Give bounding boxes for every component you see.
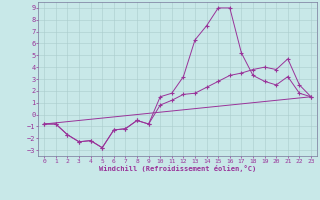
X-axis label: Windchill (Refroidissement éolien,°C): Windchill (Refroidissement éolien,°C): [99, 165, 256, 172]
